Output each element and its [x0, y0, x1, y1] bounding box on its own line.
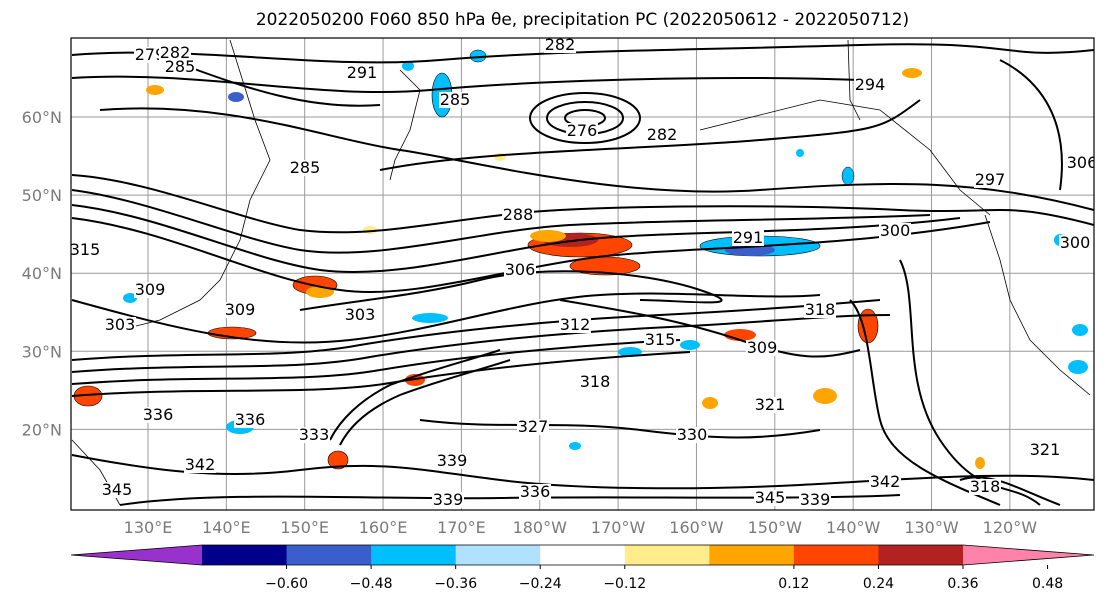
longitude-label: 160°E: [359, 518, 408, 537]
contour-label: 318: [970, 477, 1001, 496]
contour-label: 309: [225, 300, 256, 319]
contour-label: 339: [800, 490, 831, 509]
longitude-label: 170°W: [591, 518, 646, 537]
longitude-label: 120°W: [983, 518, 1038, 537]
longitude-label: 160°W: [669, 518, 724, 537]
contour-label: 300: [1060, 233, 1091, 252]
longitude-label: 170°E: [437, 518, 486, 537]
longitude-label: 150°E: [280, 518, 329, 537]
contour-label: 288: [503, 205, 534, 224]
contour-label: 282: [160, 43, 191, 62]
contour-label: 282: [647, 125, 678, 144]
contour-label: 315: [645, 330, 676, 349]
map-title: 2022050200 F060 850 hPa θe, precipitatio…: [255, 10, 910, 30]
colorbar-swatch: [202, 545, 288, 565]
longitude-labels: 130°E 140°E 150°E 160°E 170°E 180°W 170°W 160°W…: [124, 518, 1038, 537]
contour-label: 342: [185, 455, 216, 474]
map-frame: [70, 37, 1095, 511]
colorbar-swatch: [624, 545, 710, 565]
contour-label: 339: [433, 490, 464, 509]
colorbar-tick-label: 0.12: [778, 576, 809, 592]
contour-label: 333: [299, 425, 330, 444]
contour-label: 303: [105, 315, 136, 334]
colorbar-tick-label: −0.60: [265, 576, 308, 592]
contour-label: 336: [235, 410, 266, 429]
colorbar: [70, 544, 1095, 566]
latitude-label: 50°N: [22, 186, 62, 205]
theta-e-contours: [71, 43, 1094, 506]
contour-label: 285: [165, 57, 196, 76]
colorbar-swatch: [371, 545, 457, 565]
colorbar-tick-label: 0.36: [947, 576, 978, 592]
colorbar-tick-label: 0.24: [863, 576, 894, 592]
contour-label: 330: [677, 425, 708, 444]
contour-label: 339: [437, 451, 468, 470]
longitude-label: 180°W: [513, 518, 568, 537]
contour-label: 321: [755, 395, 786, 414]
colorbar-tick-labels: −0.60 −0.48 −0.36 −0.24 −0.12 0.12 0.24 0.36 0.4…: [265, 565, 1063, 592]
contour-label: 294: [855, 75, 886, 94]
precip-shading: [73, 49, 1088, 470]
contour-label: 327: [518, 417, 549, 436]
contour-label: 300: [880, 221, 911, 240]
contour-label: 285: [440, 90, 471, 109]
colorbar-extend-low: [71, 545, 202, 565]
longitude-label: 130°W: [904, 518, 959, 537]
contour-label: 345: [102, 480, 133, 499]
contour-label: 291: [733, 228, 764, 247]
colorbar-tick-label: −0.24: [519, 576, 562, 592]
colorbar-tick-label: −0.36: [434, 576, 477, 592]
contour-label: 309: [747, 338, 778, 357]
contour-label: 282: [545, 35, 576, 54]
longitude-label: 150°W: [748, 518, 803, 537]
colorbar-tick-label: −0.12: [603, 576, 646, 592]
contour-label: 279: [135, 45, 166, 64]
contour-label: 306: [1067, 153, 1098, 172]
colorbar-extend-high: [963, 545, 1094, 565]
colorbar-swatch: [455, 545, 541, 565]
latitude-labels: 60°N 50°N 40°N 30°N 20°N: [22, 108, 62, 439]
colorbar-tick-label: 0.48: [1032, 576, 1063, 592]
contour-label: 318: [805, 300, 836, 319]
contour-label: 303: [345, 305, 376, 324]
contour-label: 291: [347, 63, 378, 82]
colorbar-swatch: [286, 545, 372, 565]
colorbar-swatch: [878, 545, 964, 565]
longitude-label: 130°E: [124, 518, 173, 537]
latitude-label: 20°N: [22, 420, 62, 439]
contour-label: 318: [580, 372, 611, 391]
latitude-label: 40°N: [22, 264, 62, 283]
longitude-label: 140°W: [826, 518, 881, 537]
contour-label: 336: [520, 482, 551, 501]
colorbar-tick-label: −0.48: [350, 576, 393, 592]
contour-label: 276: [567, 121, 598, 140]
contour-label: 336: [143, 405, 174, 424]
contour-label: 321: [1030, 440, 1061, 459]
colorbar-swatch: [793, 545, 879, 565]
contour-label: 306: [505, 260, 536, 279]
contour-label: 309: [135, 280, 166, 299]
contour-label: 297: [975, 170, 1006, 189]
colorbar-swatch: [540, 545, 626, 565]
contour-label: 342: [870, 472, 901, 491]
latitude-label: 30°N: [22, 342, 62, 361]
contour-label: 312: [560, 315, 591, 334]
contour-label: 345: [755, 488, 786, 507]
colorbar-swatch: [709, 545, 795, 565]
contour-label: 285: [290, 158, 321, 177]
latitude-label: 60°N: [22, 108, 62, 127]
longitude-label: 140°E: [202, 518, 251, 537]
contour-label: 315: [70, 240, 101, 259]
